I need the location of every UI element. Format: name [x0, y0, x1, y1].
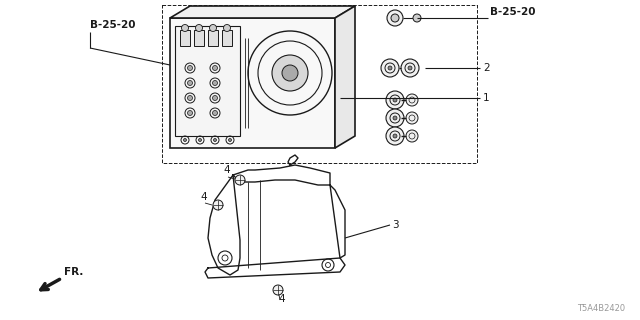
Circle shape [188, 110, 193, 116]
Circle shape [212, 81, 218, 85]
Bar [222, 30, 232, 46]
Polygon shape [335, 6, 355, 148]
Polygon shape [170, 6, 355, 18]
Circle shape [282, 65, 298, 81]
Text: FR.: FR. [64, 267, 83, 277]
Circle shape [198, 139, 202, 141]
Text: 3: 3 [392, 220, 399, 230]
Circle shape [212, 110, 218, 116]
Circle shape [273, 285, 283, 295]
Circle shape [401, 59, 419, 77]
Circle shape [386, 91, 404, 109]
Circle shape [393, 98, 397, 102]
Circle shape [272, 55, 308, 91]
Text: B-25-20: B-25-20 [490, 7, 536, 17]
Circle shape [406, 130, 418, 142]
Circle shape [393, 134, 397, 138]
Circle shape [386, 109, 404, 127]
Circle shape [393, 116, 397, 120]
Circle shape [212, 66, 218, 70]
Bar [180, 30, 190, 46]
Circle shape [223, 25, 230, 31]
Text: B-25-20: B-25-20 [90, 20, 136, 30]
Circle shape [213, 200, 223, 210]
Circle shape [214, 139, 216, 141]
Circle shape [184, 139, 186, 141]
Circle shape [182, 25, 189, 31]
Bar [175, 26, 240, 136]
Text: 1: 1 [483, 93, 490, 103]
Bar [162, 5, 477, 163]
Circle shape [386, 127, 404, 145]
Circle shape [413, 14, 421, 22]
Text: 4: 4 [223, 165, 230, 175]
Bar [208, 30, 218, 46]
Circle shape [209, 25, 216, 31]
Bar [170, 18, 335, 148]
Circle shape [408, 66, 412, 70]
Text: 2: 2 [483, 63, 490, 73]
Circle shape [195, 25, 202, 31]
Text: 4: 4 [278, 294, 285, 304]
Circle shape [406, 112, 418, 124]
Circle shape [388, 66, 392, 70]
Circle shape [235, 175, 245, 185]
Circle shape [387, 10, 403, 26]
Circle shape [228, 139, 232, 141]
Circle shape [212, 95, 218, 100]
Circle shape [406, 94, 418, 106]
Circle shape [391, 14, 399, 22]
Circle shape [188, 66, 193, 70]
Circle shape [381, 59, 399, 77]
Text: T5A4B2420: T5A4B2420 [577, 304, 625, 313]
Text: 4: 4 [200, 192, 207, 202]
Bar [194, 30, 204, 46]
Circle shape [188, 81, 193, 85]
Circle shape [188, 95, 193, 100]
